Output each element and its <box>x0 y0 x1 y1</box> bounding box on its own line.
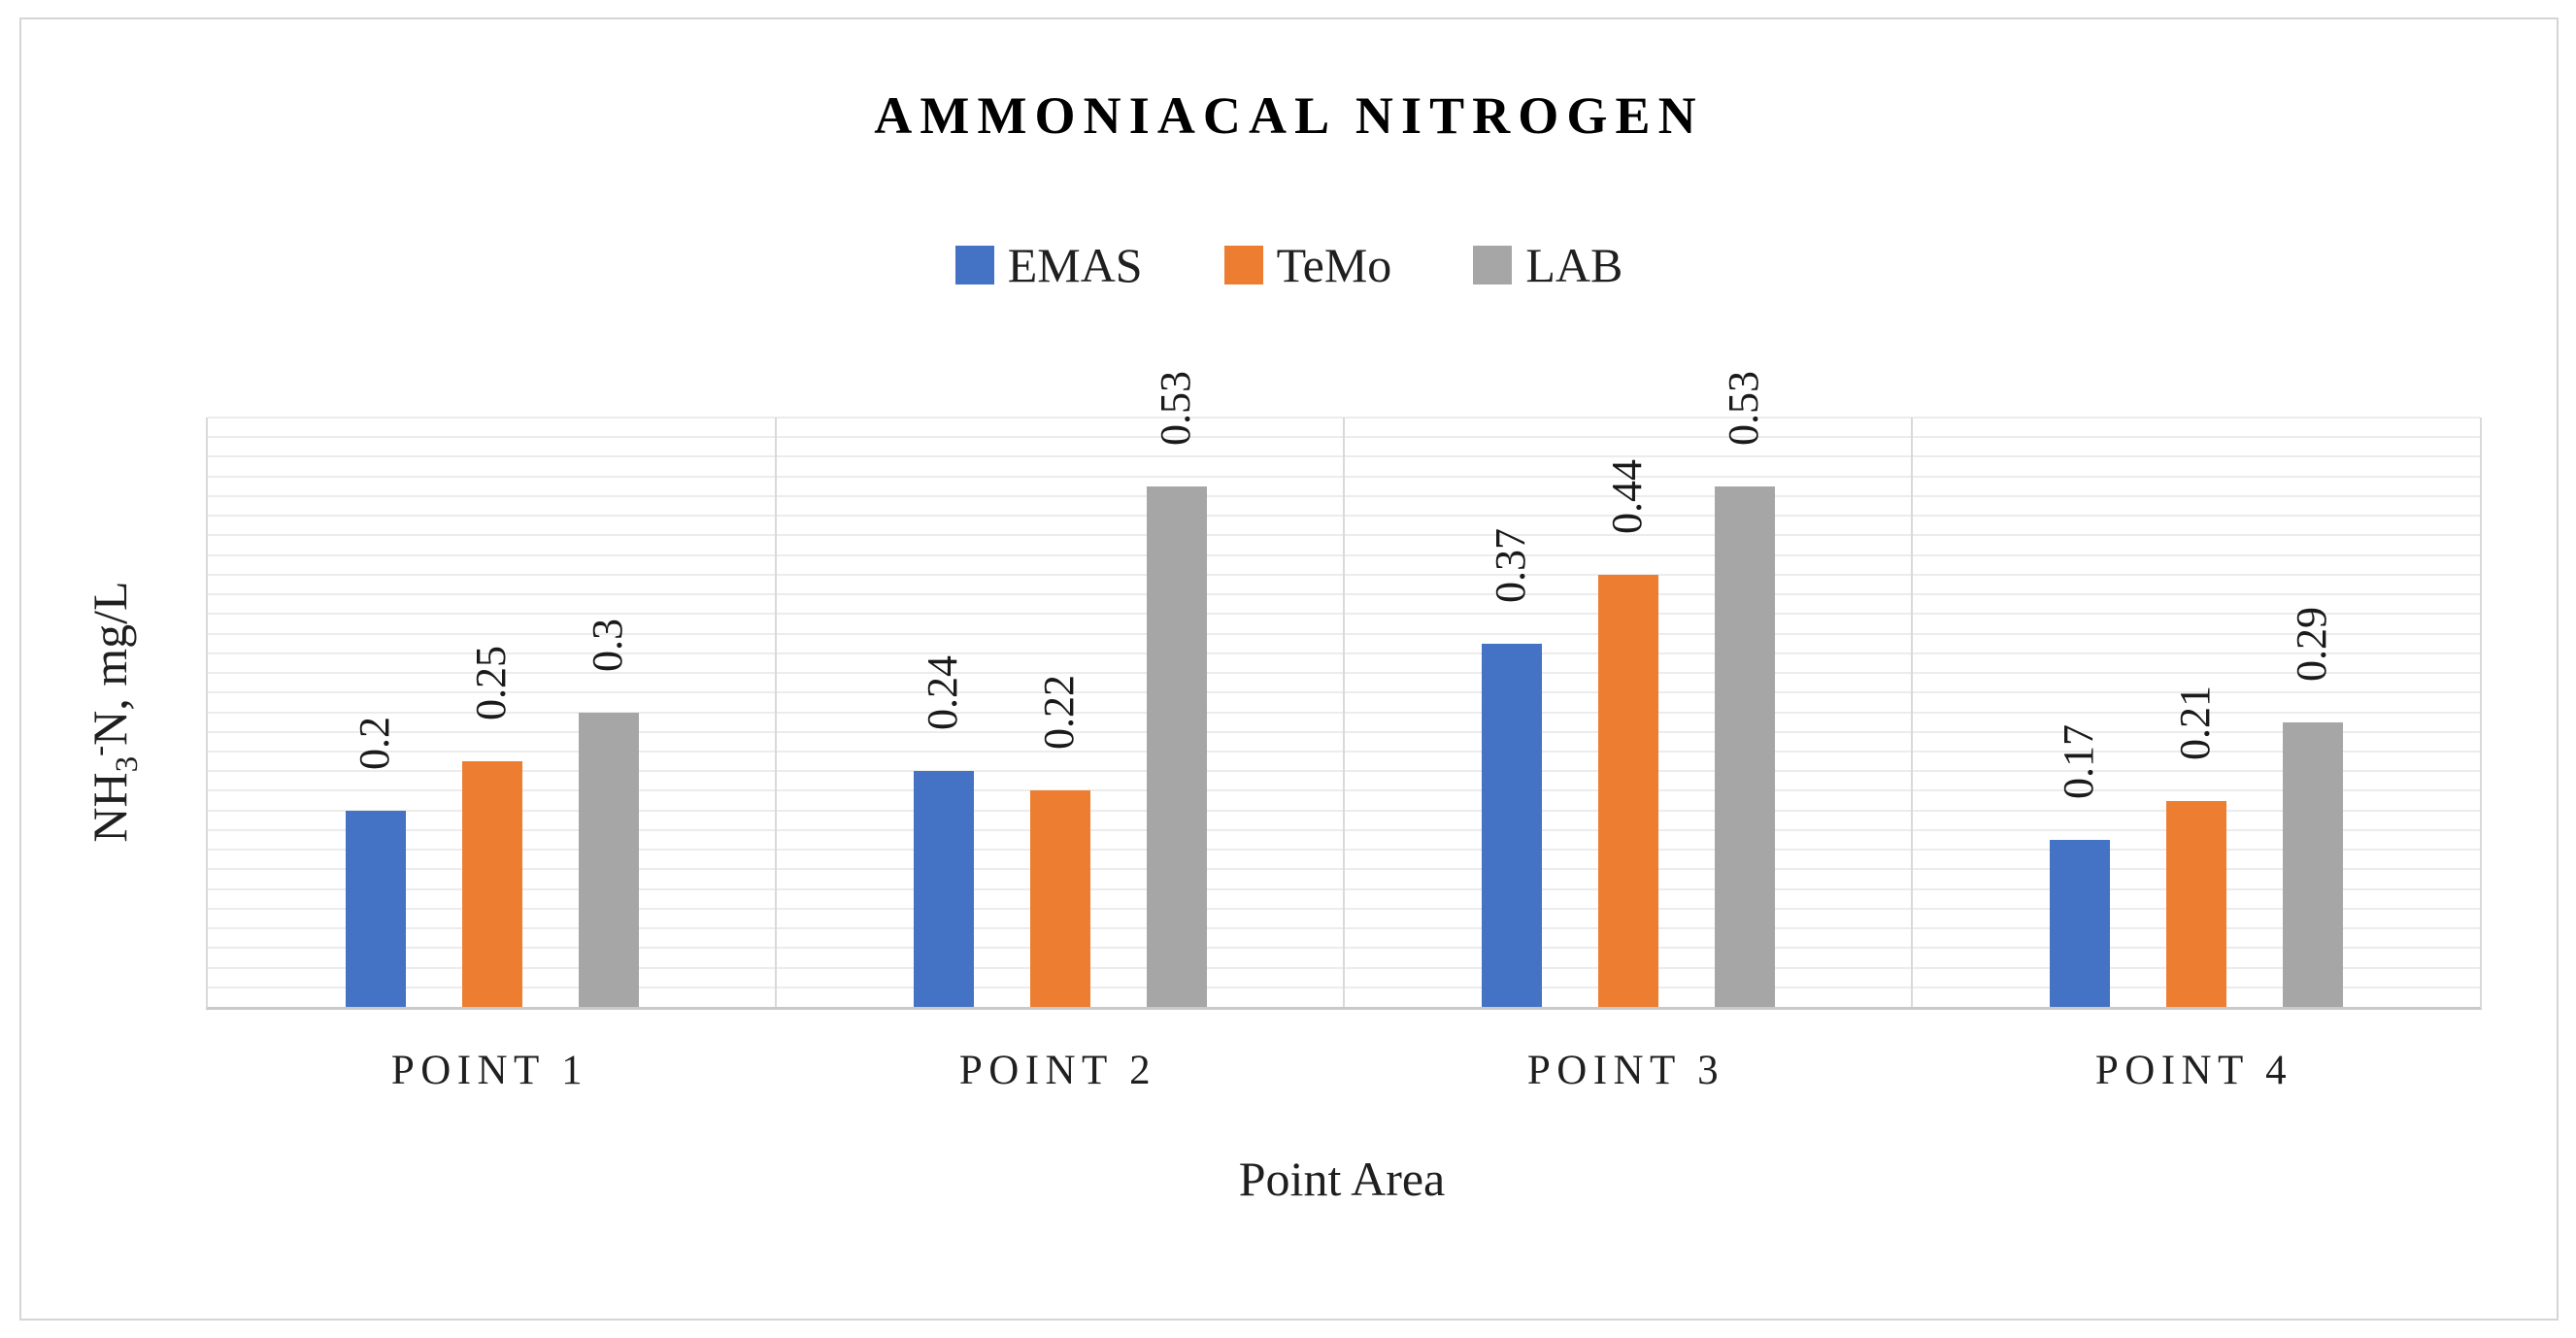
bar-TeMo-POINT-2 <box>1029 790 1090 1007</box>
bar-LAB-POINT-1 <box>578 712 639 1007</box>
category-separator <box>775 418 777 1007</box>
bar-EMAS-POINT-4 <box>2049 840 2110 1007</box>
legend-marker-TeMo <box>1223 246 1263 284</box>
x-axis-title: Point Area <box>1238 1152 1446 1206</box>
plot-area: 0.2 0.25 0.3 0.24 0.22 0.53 0.37 0.44 0.53 0.17 0.… <box>206 371 2482 1010</box>
category-label-POINT-2: POINT 2 <box>958 1048 1157 1093</box>
category-label-POINT-1: POINT 1 <box>390 1048 589 1093</box>
data-label-LAB-POINT-3: 0.53 <box>1719 370 1767 446</box>
category-label-POINT-3: POINT 3 <box>1526 1048 1725 1093</box>
data-label-TeMo-POINT-4: 0.21 <box>2170 685 2219 760</box>
bar-TeMo-POINT-4 <box>2165 800 2226 1007</box>
bar-EMAS-POINT-2 <box>913 771 974 1007</box>
y-axis-title-subscript: 3 <box>110 755 145 773</box>
y-axis-title: NH3-N, mg/L <box>82 581 146 842</box>
data-label-LAB-POINT-4: 0.29 <box>2287 606 2335 682</box>
bar-TeMo-POINT-1 <box>461 761 522 1007</box>
legend-marker-LAB <box>1473 246 1513 284</box>
y-axis-title-rest: N, mg/L <box>83 581 137 746</box>
category-label-POINT-4: POINT 4 <box>2094 1048 2293 1093</box>
data-label-EMAS-POINT-3: 0.37 <box>1486 527 1534 603</box>
chart-title: AMMONIACAL NITROGEN <box>874 86 1704 145</box>
bar-EMAS-POINT-3 <box>1481 643 1542 1007</box>
data-label-LAB-POINT-2: 0.53 <box>1151 370 1199 446</box>
legend-label-EMAS: EMAS <box>1007 238 1143 292</box>
legend-item-LAB: LAB <box>1473 241 1623 289</box>
legend-label-LAB: LAB <box>1525 238 1623 292</box>
bar-LAB-POINT-3 <box>1714 485 1775 1007</box>
legend-label-TeMo: TeMo <box>1276 238 1392 292</box>
bar-TeMo-POINT-3 <box>1597 574 1658 1007</box>
bar-LAB-POINT-2 <box>1146 485 1207 1007</box>
category-separator <box>1911 418 1913 1007</box>
data-label-LAB-POINT-1: 0.3 <box>583 618 631 672</box>
bar-LAB-POINT-4 <box>2282 721 2343 1007</box>
data-label-TeMo-POINT-3: 0.44 <box>1602 458 1651 534</box>
data-label-EMAS-POINT-4: 0.17 <box>2054 724 2102 800</box>
data-label-EMAS-POINT-2: 0.24 <box>918 655 966 731</box>
legend-item-TeMo: TeMo <box>1223 238 1392 292</box>
legend-marker-EMAS <box>954 246 994 284</box>
legend-item-EMAS: EMAS <box>954 238 1143 292</box>
category-separator <box>1343 418 1345 1007</box>
bar-EMAS-POINT-1 <box>345 810 406 1007</box>
y-axis-title-prefix: NH <box>83 772 137 843</box>
x-axis-category-labels: POINT 1 POINT 2 POINT 3 POINT 4 <box>206 1047 2478 1094</box>
y-axis-title-superscript: - <box>82 745 117 756</box>
chart-canvas: AMMONIACAL NITROGEN EMAS TeMo LAB NH3-N, m… <box>19 17 2559 1321</box>
data-label-EMAS-POINT-1: 0.2 <box>350 716 398 770</box>
data-label-TeMo-POINT-1: 0.25 <box>466 646 515 721</box>
legend: EMAS TeMo LAB <box>21 241 2557 289</box>
data-label-TeMo-POINT-2: 0.22 <box>1034 675 1083 751</box>
